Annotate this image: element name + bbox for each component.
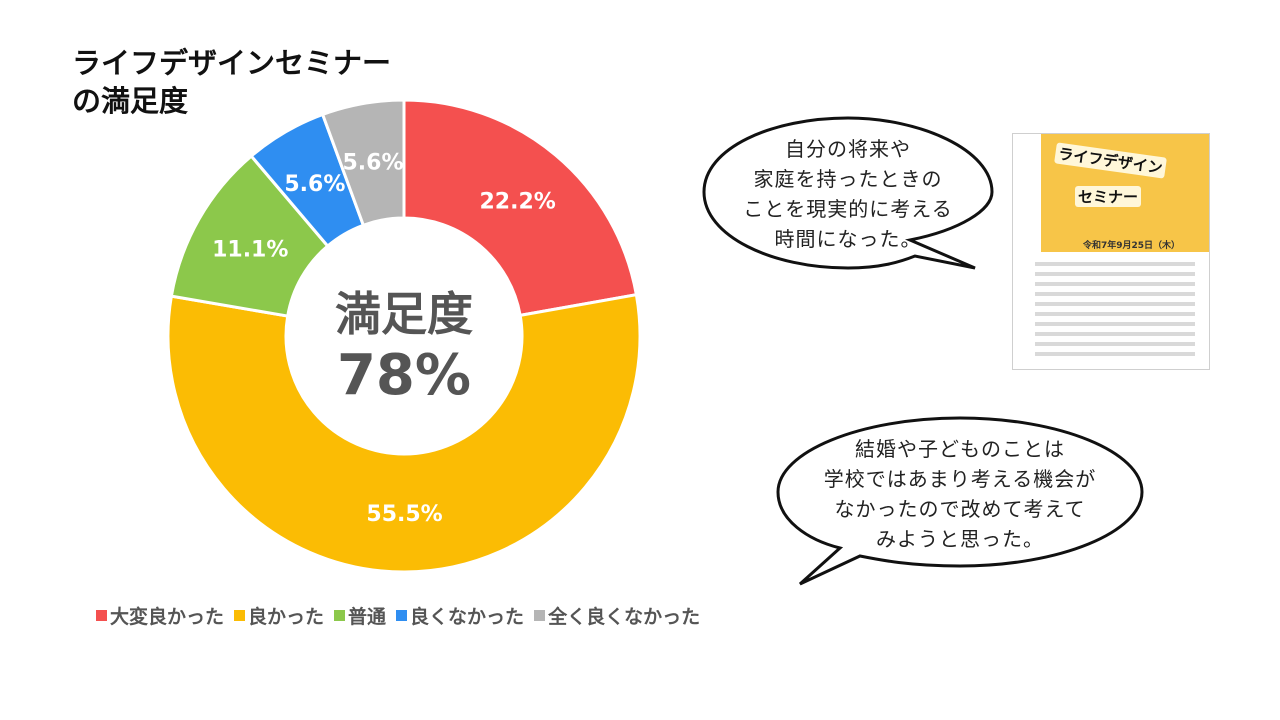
- bubble-2-line: なかったので改めて考えて: [834, 497, 1086, 521]
- speech-bubble-1: [702, 116, 994, 270]
- legend-item: 普通: [334, 602, 386, 629]
- bubble-2-line: 学校ではあまり考える機会が: [823, 467, 1097, 491]
- flyer-body: [1035, 262, 1195, 362]
- chart-title-line-2: の満足度: [72, 84, 189, 118]
- bubble-2-line: みようと思った。: [876, 527, 1044, 551]
- bubble-1-line: 家庭を持ったときの: [753, 167, 943, 191]
- legend-label: 良くなかった: [410, 606, 525, 628]
- slice-data-label: 11.1%: [212, 237, 288, 262]
- donut-slice-2: [166, 292, 642, 574]
- speech-bubble-2: [776, 416, 1144, 586]
- legend-label: 普通: [348, 606, 387, 628]
- donut-slice-1: [402, 98, 639, 318]
- legend-swatch: [234, 610, 246, 621]
- legend-swatch: [334, 610, 346, 621]
- flyer-date: 令和7年9月25日（木）: [1083, 241, 1181, 251]
- legend-swatch: [534, 610, 546, 621]
- legend-item: 良くなかった: [396, 602, 524, 629]
- legend-swatch: [96, 610, 107, 621]
- legend-label: 良かった: [248, 606, 325, 628]
- bubble-1-line: 時間になった。: [774, 227, 922, 251]
- legend-item: 大変良かった: [96, 602, 224, 629]
- donut-slice-5: [320, 98, 406, 228]
- speech-bubble-1-text: 自分の将来や 家庭を持ったときの ことを現実的に考える 時間になった。: [720, 134, 976, 254]
- chart-title: ライフデザインセミナー の満足度: [72, 44, 391, 120]
- legend-item: 良かった: [234, 602, 324, 629]
- bubble-2-line: 結婚や子どものことは: [855, 437, 1065, 461]
- bubble-1-line: ことを現実的に考える: [743, 197, 953, 221]
- bubble-1-line: 自分の将来や: [785, 137, 911, 161]
- slice-data-label: 55.5%: [366, 502, 442, 527]
- legend-swatch: [396, 610, 408, 621]
- legend-item: 全く良くなかった: [534, 602, 700, 629]
- center-value: 78%: [337, 343, 471, 408]
- slice-data-label: 5.6%: [284, 172, 345, 197]
- chart-legend: 大変良かった 良かった 普通 良くなかった 全く良くなかった: [96, 602, 700, 629]
- legend-label: 全く良くなかった: [548, 606, 701, 628]
- center-label: 満足度: [335, 287, 473, 341]
- slice-data-label: 22.2%: [480, 189, 556, 214]
- slice-data-label: 5.6%: [343, 151, 404, 176]
- flyer-title-2: セミナー: [1075, 186, 1142, 207]
- speech-bubble-2-text: 結婚や子どものことは 学校ではあまり考える機会が なかったので改めて考えて みよ…: [790, 434, 1130, 554]
- chart-title-line-1: ライフデザインセミナー: [72, 46, 392, 80]
- legend-label: 大変良かった: [110, 606, 225, 628]
- seminar-flyer-image: ライフデザイン セミナー 令和7年9月25日（木）: [1012, 133, 1210, 370]
